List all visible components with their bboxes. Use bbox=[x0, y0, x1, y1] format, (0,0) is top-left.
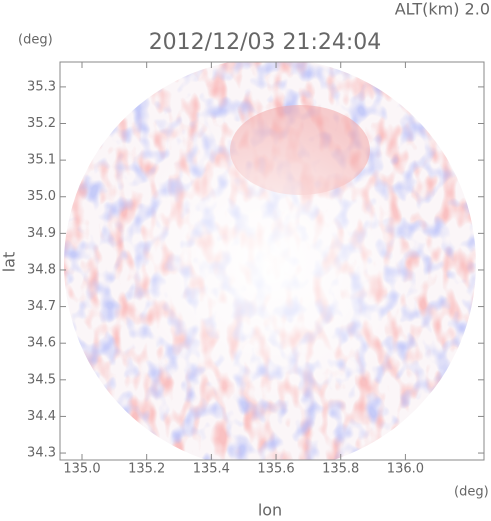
x-unit: (deg) bbox=[454, 485, 489, 500]
x-tick-label: 135.6 bbox=[257, 462, 294, 477]
x-tick-label: 136.0 bbox=[387, 462, 424, 477]
x-tick-label: 135.0 bbox=[63, 462, 100, 477]
x-tick-label: 135.8 bbox=[322, 462, 359, 477]
radar-field bbox=[64, 62, 476, 460]
y-tick-label: 34.7 bbox=[27, 299, 56, 314]
plot-frame bbox=[59, 61, 485, 461]
y-tick-label: 35.1 bbox=[27, 153, 56, 168]
y-tick-label: 34.5 bbox=[27, 372, 56, 387]
y-unit: (deg) bbox=[18, 33, 53, 48]
chart-title: 2012/12/03 21:24:04 bbox=[149, 30, 382, 55]
x-tick-label: 135.2 bbox=[128, 462, 165, 477]
y-tick-label: 35.2 bbox=[27, 116, 56, 131]
y-tick-label: 34.3 bbox=[27, 446, 56, 461]
y-tick-label: 34.9 bbox=[27, 226, 56, 241]
y-tick-label: 34.4 bbox=[27, 409, 56, 424]
x-tick-label: 135.4 bbox=[193, 462, 230, 477]
y-axis-label: lat bbox=[0, 252, 19, 273]
y-tick-label: 35.0 bbox=[27, 189, 56, 204]
y-tick-label: 34.8 bbox=[27, 262, 56, 277]
y-tick-label: 34.6 bbox=[27, 336, 56, 351]
x-axis-label: lon bbox=[258, 501, 282, 520]
y-tick-label: 35.3 bbox=[27, 79, 56, 94]
subtitle: ALT(km) 2.0 bbox=[395, 0, 490, 19]
